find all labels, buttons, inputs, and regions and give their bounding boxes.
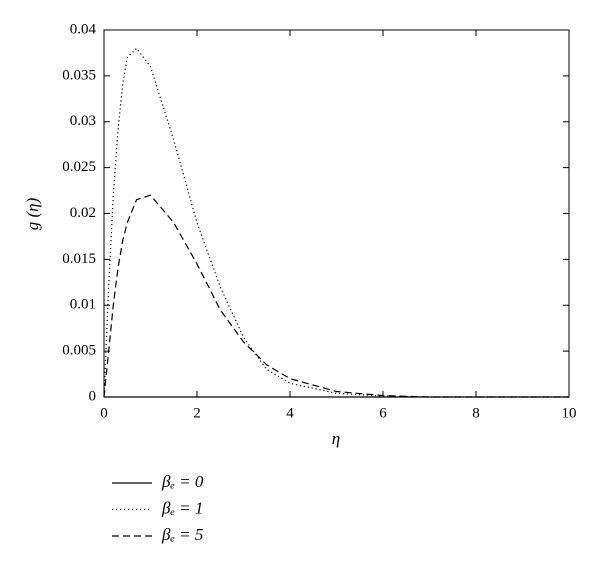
y-tick-label: 0.025 bbox=[62, 159, 96, 175]
y-axis-label: g (η) bbox=[23, 197, 42, 230]
x-tick-label: 0 bbox=[100, 405, 108, 421]
legend-label: βₑ = 1 bbox=[161, 498, 203, 517]
legend-label: βₑ = 0 bbox=[161, 472, 204, 491]
y-tick-label: 0.005 bbox=[62, 343, 96, 359]
x-axis-label: η bbox=[332, 429, 340, 448]
plot-frame bbox=[103, 29, 570, 398]
x-tick-label: 10 bbox=[562, 405, 577, 421]
y-tick-label: 0.04 bbox=[70, 21, 97, 37]
x-tick-label: 6 bbox=[379, 405, 387, 421]
x-tick-label: 2 bbox=[193, 405, 201, 421]
legend-label: βₑ = 5 bbox=[161, 525, 203, 544]
series-line bbox=[103, 47, 569, 398]
x-tick-label: 8 bbox=[472, 405, 480, 421]
x-tick-label: 4 bbox=[286, 405, 294, 421]
y-tick-label: 0 bbox=[89, 388, 97, 404]
y-tick-label: 0.01 bbox=[70, 297, 96, 313]
y-tick-label: 0.015 bbox=[62, 251, 96, 267]
series-line bbox=[103, 194, 569, 398]
y-tick-label: 0.02 bbox=[70, 205, 96, 221]
y-tick-label: 0.035 bbox=[62, 67, 96, 83]
y-tick-label: 0.03 bbox=[70, 113, 96, 129]
